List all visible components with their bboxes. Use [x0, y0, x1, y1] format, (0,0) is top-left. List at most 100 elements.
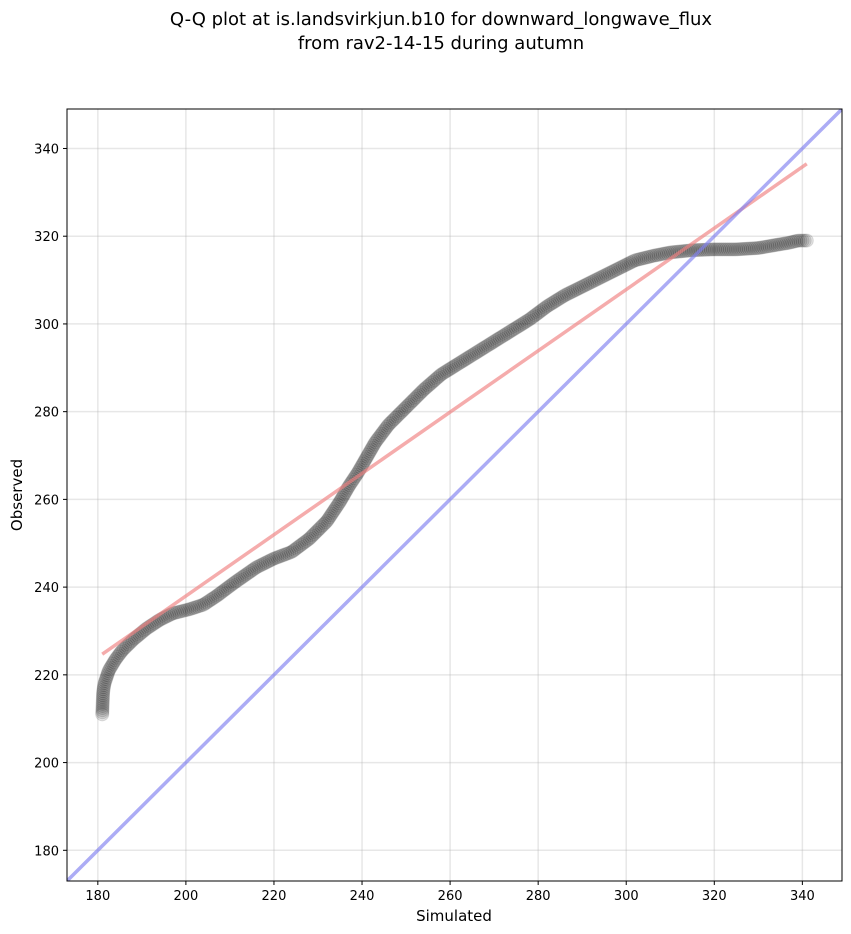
qq-point: [391, 407, 406, 422]
qq-point: [309, 524, 324, 539]
qq-point: [480, 338, 495, 353]
qq-point: [323, 508, 338, 523]
qq-point: [587, 273, 602, 288]
qq-point: [505, 323, 520, 338]
x-tick-label: 200: [173, 889, 198, 904]
qq-point: [574, 279, 589, 294]
qq-point: [221, 579, 236, 594]
qq-point: [460, 350, 475, 365]
qq-point: [95, 690, 110, 705]
qq-point: [421, 378, 436, 393]
qq-point: [174, 604, 189, 619]
qq-point: [720, 242, 735, 257]
qq-point: [531, 305, 546, 320]
qq-point: [582, 276, 597, 291]
qq-point: [230, 573, 245, 588]
qq-point: [762, 239, 777, 254]
qq-point: [776, 236, 791, 251]
qq-point: [534, 303, 549, 318]
qq-point: [95, 707, 110, 722]
qq-point: [637, 251, 652, 266]
qq-point: [99, 670, 114, 685]
qq-point: [95, 694, 110, 709]
qq-point: [242, 565, 257, 580]
qq-point: [101, 664, 116, 679]
qq-point: [726, 242, 741, 257]
qq-point: [97, 678, 112, 693]
qq-point: [580, 277, 595, 292]
qq-point: [272, 549, 287, 564]
qq-point: [517, 315, 532, 330]
qq-point: [797, 233, 812, 248]
qq-point: [739, 241, 754, 256]
qq-point: [519, 314, 534, 329]
qq-point: [256, 556, 271, 571]
qq-point: [426, 374, 441, 389]
qq-point: [770, 237, 785, 252]
qq-point: [115, 643, 130, 658]
qq-point: [266, 551, 281, 566]
qq-point: [718, 242, 733, 257]
qq-point: [536, 301, 551, 316]
qq-point: [95, 705, 110, 720]
qq-point: [274, 548, 289, 563]
qq-point: [655, 246, 670, 261]
qq-point: [110, 649, 125, 664]
qq-point: [305, 528, 320, 543]
qq-point: [485, 335, 500, 350]
qq-point: [211, 587, 226, 602]
qq-point: [441, 363, 456, 378]
qq-point: [625, 254, 640, 269]
y-tick-label: 280: [34, 406, 59, 421]
qq-point: [245, 562, 260, 577]
qq-point: [213, 585, 228, 600]
qq-point: [255, 557, 270, 572]
qq-point: [357, 453, 372, 468]
qq-point: [595, 269, 610, 284]
qq-point: [450, 357, 465, 372]
qq-point: [458, 352, 473, 367]
qq-point: [619, 257, 634, 272]
qq-point: [329, 499, 344, 514]
qq-point: [510, 319, 525, 334]
x-tick-label: 220: [262, 889, 287, 904]
qq-point: [186, 601, 201, 616]
qq-point: [188, 600, 203, 615]
qq-point: [227, 575, 242, 590]
qq-point: [372, 430, 387, 445]
qq-point: [300, 532, 315, 547]
qq-point: [308, 525, 323, 540]
qq-point: [95, 692, 110, 707]
qq-point: [326, 504, 341, 519]
qq-point: [289, 541, 304, 556]
qq-point: [315, 518, 330, 533]
qq-point: [374, 426, 389, 441]
qq-point: [743, 241, 758, 256]
qq-point: [95, 701, 110, 716]
qq-point: [180, 602, 195, 617]
qq-point: [95, 696, 110, 711]
grid-lines: [67, 109, 842, 881]
qq-point: [429, 371, 444, 386]
x-axis-label: Simulated: [416, 907, 492, 925]
qq-point: [528, 308, 543, 323]
qq-point: [114, 644, 129, 659]
qq-point: [526, 309, 541, 324]
qq-point: [104, 658, 119, 673]
qq-point: [524, 310, 539, 325]
qq-point: [764, 238, 779, 253]
qq-point: [415, 384, 430, 399]
qq-point: [225, 577, 240, 592]
x-tick-label: 260: [438, 889, 463, 904]
qq-point: [317, 516, 332, 531]
qq-point: [244, 563, 259, 578]
qq-point: [473, 343, 488, 358]
qq-point: [314, 519, 329, 534]
qq-point: [96, 686, 111, 701]
qq-point: [589, 272, 604, 287]
qq-point: [382, 416, 397, 431]
qq-point: [737, 241, 752, 256]
qq-point: [392, 406, 407, 421]
qq-point: [635, 251, 650, 266]
y-tick-label: 340: [34, 142, 59, 157]
